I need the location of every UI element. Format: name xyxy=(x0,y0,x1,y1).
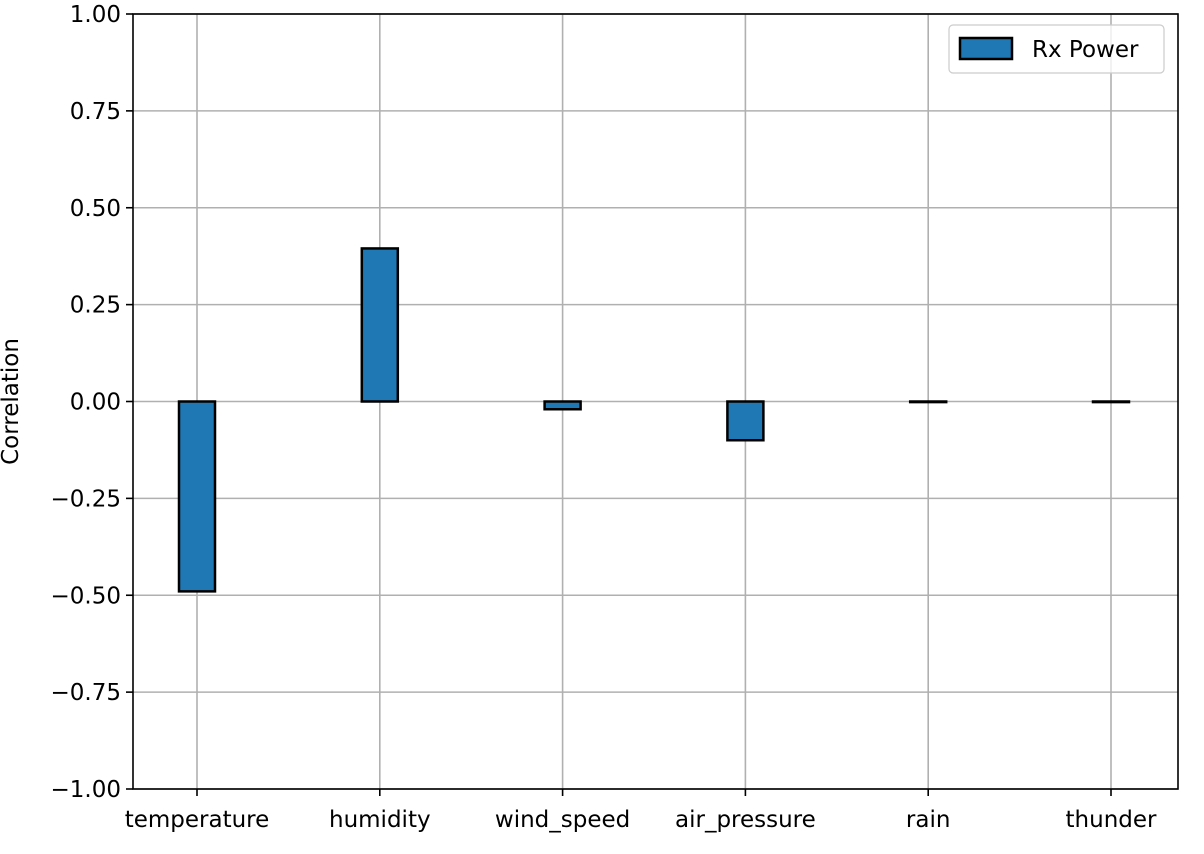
x-ticks: temperature humidity wind_speed air_pressur… xyxy=(125,789,1157,833)
x-tick-label: air_pressure xyxy=(675,807,816,833)
legend-swatch xyxy=(958,36,1014,61)
y-tick-label: 0.00 xyxy=(70,390,121,416)
x-tick-label: temperature xyxy=(125,807,270,833)
x-tick-label: wind_speed xyxy=(495,807,630,833)
bar-wind-speed xyxy=(543,400,582,411)
legend: Rx Power xyxy=(948,24,1165,74)
bar-rain xyxy=(908,400,948,404)
x-tick-label: humidity xyxy=(329,807,431,833)
y-tick-label: −0.75 xyxy=(51,680,121,706)
bar-humidity xyxy=(360,247,400,403)
y-tick-label: −0.25 xyxy=(51,486,121,512)
grid-lines xyxy=(133,13,1178,790)
y-ticks: −1.00 −0.75 −0.50 −0.25 0.00 0.25 0.50 0.75 1.00 xyxy=(51,2,133,803)
y-tick-label: 0.25 xyxy=(70,293,121,319)
x-tick-label: rain xyxy=(906,807,951,833)
y-tick-label: 1.00 xyxy=(70,2,121,28)
y-axis-label: Correlation xyxy=(0,338,24,465)
bars xyxy=(177,247,1131,593)
y-tick-label: −0.50 xyxy=(51,583,121,609)
legend-label: Rx Power xyxy=(1032,37,1139,63)
bar-air-pressure xyxy=(726,400,765,442)
y-tick-label: 0.75 xyxy=(70,99,121,125)
y-tick-label: −1.00 xyxy=(51,777,121,803)
y-tick-label: 0.50 xyxy=(70,196,121,222)
x-tick-label: thunder xyxy=(1066,807,1157,833)
bar-thunder xyxy=(1091,400,1131,404)
bar-temperature xyxy=(177,400,217,593)
